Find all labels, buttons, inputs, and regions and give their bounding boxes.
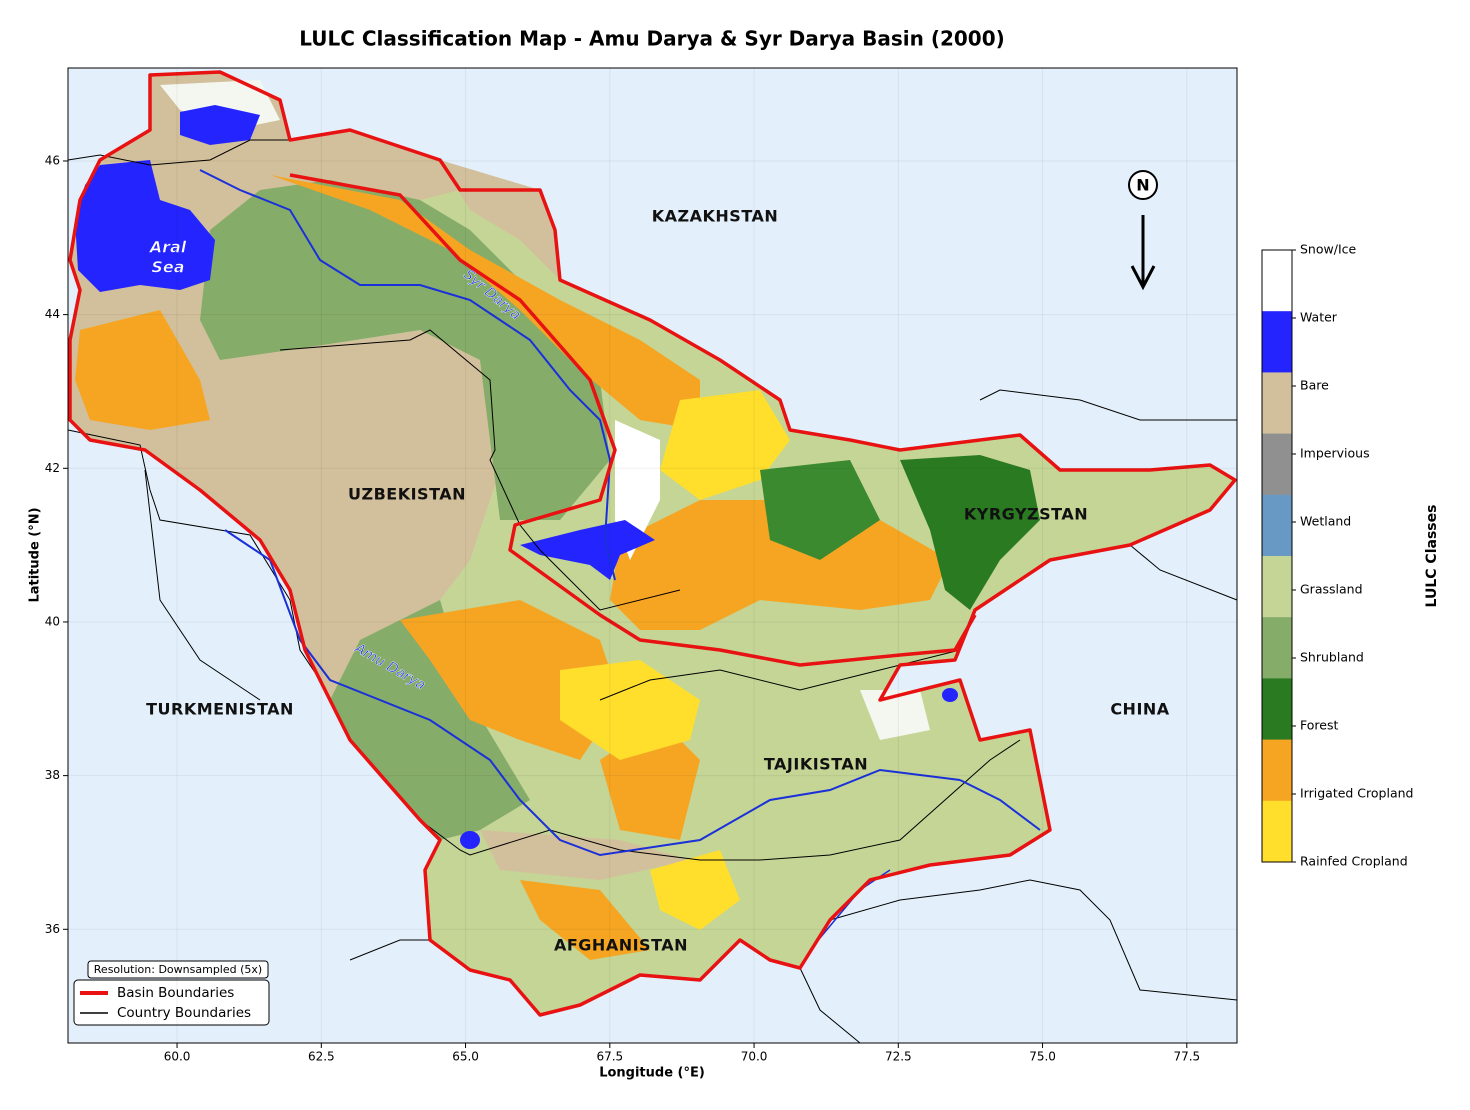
lake-label: Aral Sea [147, 237, 187, 277]
basin-outline [68, 70, 1237, 1017]
colorbar-class-label: Grassland [1300, 582, 1363, 597]
country-boundary [979, 389, 1237, 421]
plot-frame [67, 67, 1238, 1044]
colorbar-segment [1262, 433, 1292, 496]
country-label: TAJIKISTAN [764, 755, 868, 774]
country-label: TURKMENISTAN [146, 700, 294, 719]
y-tick-label: 42 [45, 461, 60, 475]
irrigated-area [270, 175, 700, 430]
colorbar-segment [1262, 372, 1292, 435]
colorbar-class-label: Water [1300, 310, 1338, 325]
lake-label-line: Aral [148, 238, 187, 257]
country-boundary [599, 649, 961, 701]
lake [942, 688, 958, 702]
x-tick-label: 72.5 [885, 1050, 912, 1064]
lake [460, 831, 480, 849]
legend-label: Basin Boundaries [117, 985, 234, 1001]
amu-darya [224, 529, 961, 857]
country-boundary [829, 879, 1238, 1001]
forest-area [900, 455, 1040, 610]
colorbar-segment [1262, 556, 1292, 618]
resolution-note: Resolution: Downsampled (5x) [94, 963, 262, 976]
x-tick-label: 65.0 [452, 1050, 479, 1064]
country-boundaries [67, 139, 1238, 1044]
country-boundary [1129, 544, 1238, 601]
y-tick-label: 38 [45, 768, 60, 782]
colorbar-segment [1262, 800, 1292, 863]
x-tick-label: 77.5 [1173, 1050, 1200, 1064]
country-boundary [67, 429, 621, 856]
country-label: AFGHANISTAN [554, 936, 688, 955]
colorbar: Snow/Ice Water Bare Impervious Wetland Grassl… [1261, 242, 1413, 869]
y-tick-label: 40 [45, 614, 60, 628]
colorbar-segment [1262, 311, 1292, 373]
x-tick-label: 75.0 [1029, 1050, 1056, 1064]
country-boundary [279, 329, 681, 611]
north-label: N [1136, 176, 1149, 195]
colorbar-class-label: Snow/Ice [1300, 242, 1356, 257]
bare-area [480, 830, 690, 880]
resolution-box [87, 960, 269, 979]
syr-darya [199, 169, 616, 581]
x-tick-label: 70.0 [741, 1050, 768, 1064]
country-boundary [67, 139, 290, 166]
legend-box [73, 979, 270, 1026]
reservoir [520, 520, 655, 580]
colorbar-class-label: Rainfed Cropland [1300, 854, 1408, 869]
x-axis-label: Longitude (°E) [599, 1066, 705, 1081]
axes: 60.0 62.5 65.0 67.5 70.0 72.5 75.0 77.5 36 38 40 42… [45, 68, 1237, 1064]
basin-boundaries [68, 70, 1237, 1017]
panj-river [959, 779, 1041, 831]
colorbar-class-label: Shrubland [1300, 650, 1364, 665]
colorbar-class-label: Forest [1300, 718, 1338, 733]
country-boundary [144, 469, 261, 701]
rainfed-area [560, 660, 700, 760]
irrigated-area [520, 880, 650, 960]
y-axis-label: Latitude (°N) [28, 507, 43, 602]
rainfed-area [650, 850, 740, 930]
colorbar-class-label: Wetland [1300, 514, 1351, 529]
country-boundary [619, 739, 1021, 861]
y-tick-label: 46 [45, 153, 60, 167]
map-title: LULC Classification Map - Amu Darya & Sy… [299, 27, 1005, 51]
lake-label-line: Sea [151, 258, 184, 277]
country-boundary [799, 967, 861, 1044]
colorbar-segment [1262, 739, 1292, 802]
shrubland-area [200, 180, 610, 520]
colorbar-class-label: Irrigated Cropland [1300, 786, 1413, 801]
country-label: CHINA [1110, 700, 1169, 719]
x-tick-label: 62.5 [308, 1050, 335, 1064]
irrigated-area [610, 500, 950, 630]
colorbar-label: LULC Classes [1424, 505, 1440, 608]
north-circle [1128, 170, 1158, 200]
colorbar-segment [1262, 678, 1292, 741]
country-label: KYRGYZSTAN [964, 505, 1088, 524]
land-cover [70, 72, 1235, 1015]
country-label: KAZAKHSTAN [652, 207, 779, 226]
colorbar-class-label: Bare [1300, 378, 1329, 393]
colorbar-segment [1262, 250, 1292, 312]
country-label: UZBEKISTAN [348, 485, 466, 504]
legend-label: Country Boundaries [117, 1005, 251, 1021]
legend: Basin Boundaries Country Boundaries [80, 985, 251, 1021]
colorbar-segment [1262, 494, 1292, 557]
x-tick-label: 67.5 [596, 1050, 623, 1064]
colorbar-segment [1262, 617, 1292, 679]
north-arrow-head [1130, 265, 1156, 291]
y-tick-label: 36 [45, 922, 60, 936]
country-boundary [349, 939, 430, 961]
colorbar-class-label: Impervious [1300, 446, 1370, 461]
colorbar-frame [1261, 249, 1293, 863]
forest-area [760, 460, 880, 560]
syr-darya-basin-outline [289, 173, 977, 667]
rainfed-area [660, 390, 790, 500]
aral-sea [75, 160, 215, 292]
irrigated-area [75, 310, 210, 430]
snow-area [860, 690, 930, 740]
y-tick-label: 44 [45, 307, 60, 321]
aral-sea-north [180, 105, 260, 145]
x-tick-label: 60.0 [164, 1050, 191, 1064]
